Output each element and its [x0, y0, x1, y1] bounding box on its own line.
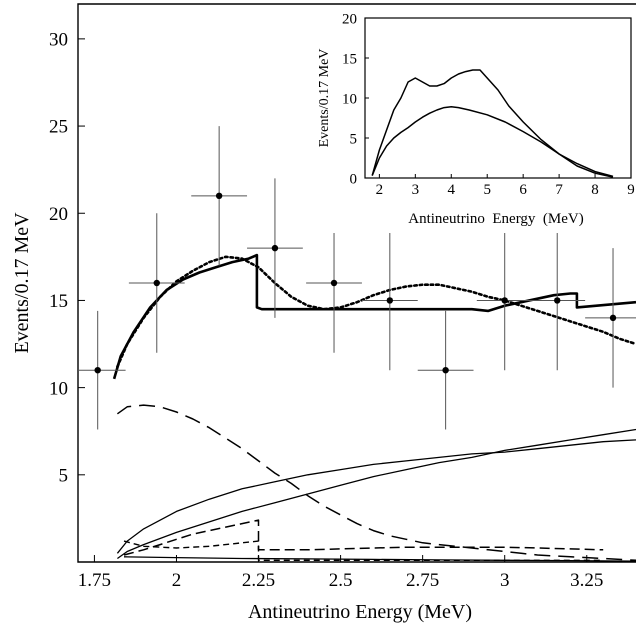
x-tick-label: 2.5	[329, 570, 353, 591]
series-line-4	[116, 439, 636, 554]
data-point	[78, 310, 126, 430]
data-point-marker	[442, 366, 449, 374]
x-tick-label: 2	[376, 182, 384, 198]
y-tick-label: 0	[350, 171, 358, 187]
main-y-axis-label: Events/0.17 MeV	[11, 212, 33, 354]
y-tick-label: 20	[342, 11, 357, 27]
data-point	[417, 310, 474, 430]
x-tick-label: 2.25	[242, 570, 275, 591]
x-tick-label: 2	[172, 570, 182, 591]
data-point	[247, 178, 303, 318]
main-series-group	[112, 253, 636, 562]
series-line-7	[123, 540, 604, 561]
x-tick-label: 2.75	[406, 570, 439, 591]
series-line-3	[116, 404, 636, 562]
main-y-ticks: 5 10 15 20 25 30	[49, 30, 85, 486]
data-point-marker	[153, 279, 160, 287]
data-point-marker	[94, 366, 101, 374]
data-point-marker	[271, 244, 279, 252]
main-plot-frame	[77, 3, 636, 563]
series-line-5	[117, 428, 636, 560]
main-data-points	[78, 126, 636, 430]
series-line-8	[123, 556, 636, 562]
inset-background	[300, 8, 636, 233]
series-line-1	[112, 253, 636, 380]
data-point	[585, 248, 636, 388]
inset-series-group	[371, 69, 614, 178]
y-tick-label: 10	[342, 91, 357, 107]
y-tick-label: 10	[49, 378, 68, 399]
x-tick-label: 3	[412, 182, 420, 198]
x-tick-label: 7	[555, 182, 563, 198]
data-point	[529, 230, 586, 371]
series-line-2	[116, 255, 636, 368]
x-tick-label: 3.25	[570, 570, 603, 591]
y-tick-label: 30	[49, 30, 68, 51]
x-tick-label: 6	[519, 182, 527, 198]
data-point-marker	[386, 297, 394, 304]
data-point	[476, 230, 533, 371]
x-tick-label: 8	[591, 182, 599, 198]
data-point	[128, 213, 185, 353]
inset-x-ticks: 2 3 4 5 6 7 8 9	[376, 174, 635, 198]
series-line-1	[371, 69, 614, 178]
data-point	[306, 213, 362, 353]
data-point-marker	[554, 297, 561, 304]
x-tick-label: 9	[627, 182, 635, 198]
series-line-6	[123, 519, 604, 556]
y-tick-label: 25	[49, 117, 68, 138]
y-tick-label: 5	[350, 131, 358, 147]
data-point	[361, 230, 418, 371]
data-point-marker	[609, 314, 617, 322]
x-tick-label: 4	[448, 182, 456, 198]
main-x-axis-label: Antineutrino Energy (MeV)	[248, 601, 472, 623]
y-tick-label: 5	[59, 465, 69, 486]
x-tick-label: 1.75	[78, 570, 111, 591]
data-point-marker	[215, 192, 223, 200]
data-point-marker	[330, 279, 338, 287]
y-tick-label: 15	[49, 291, 68, 312]
y-tick-label: 15	[342, 51, 357, 67]
inset-y-ticks: 0 5 10 15 20	[342, 11, 369, 187]
inset-x-axis-label: Antineutrino Energy (MeV)	[408, 211, 584, 227]
data-point	[191, 126, 248, 266]
x-tick-label: 3	[500, 570, 510, 591]
inset-y-axis-label: Events/0.17 MeV	[317, 49, 332, 148]
y-tick-label: 20	[49, 204, 68, 225]
x-tick-label: 5	[483, 182, 491, 198]
inset-chart: 2 3 4 5 6 7 8 9 0 5 10 15 20 Antineutrino Energy (M…	[300, 8, 636, 233]
series-line-2	[371, 106, 614, 178]
main-x-ticks: 1.75 2 2.25 2.5 2.75 3 3.25	[78, 555, 603, 591]
data-point-marker	[501, 297, 508, 304]
